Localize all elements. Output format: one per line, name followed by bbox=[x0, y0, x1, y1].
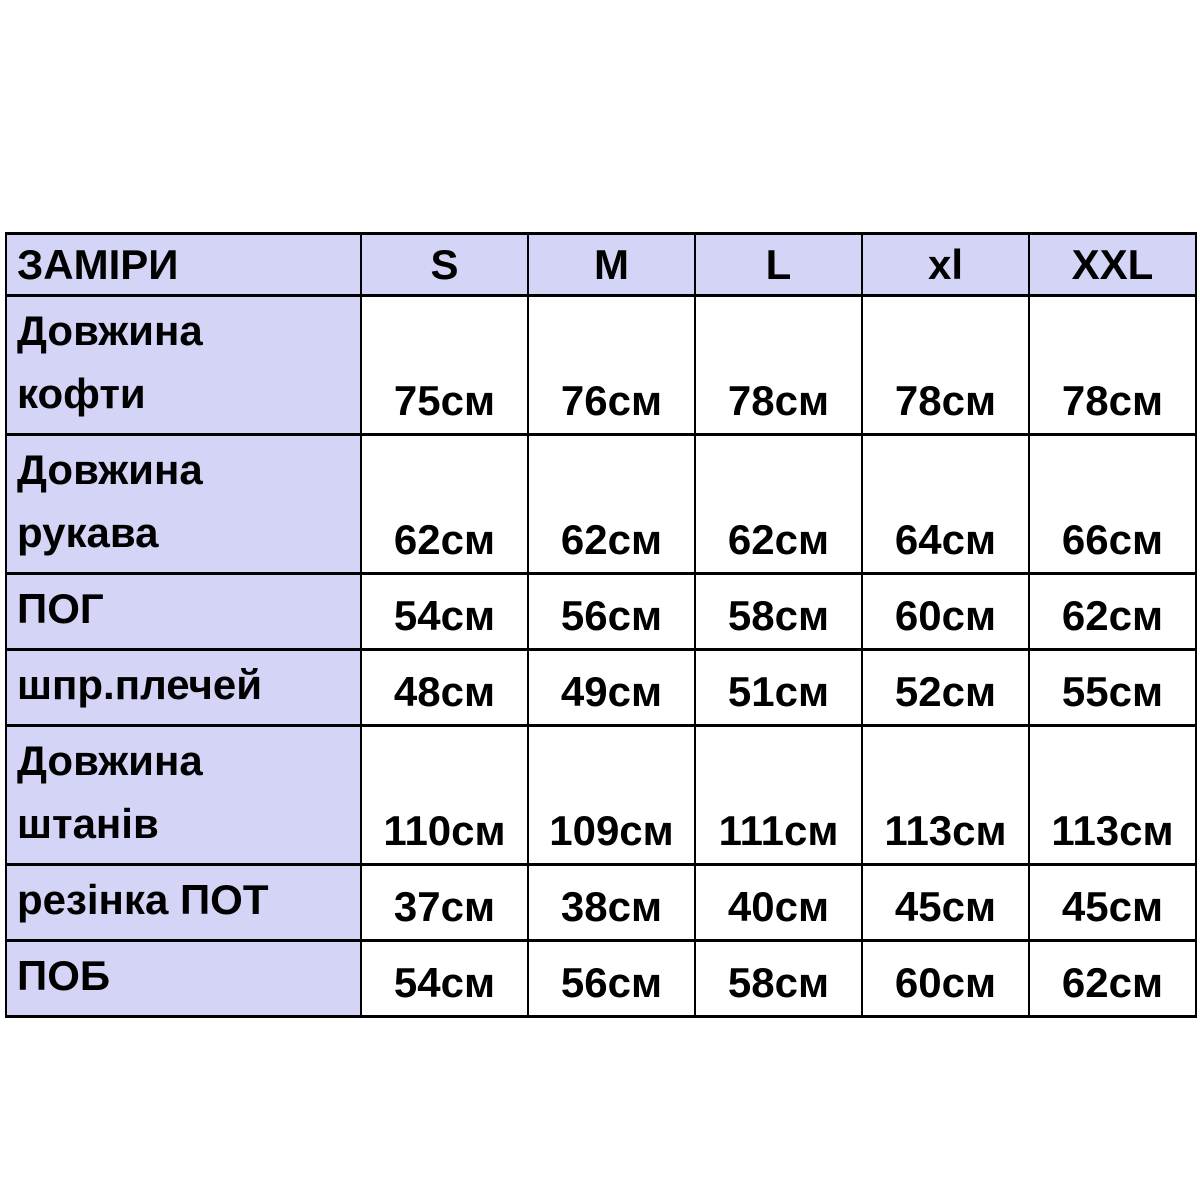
size-col-header-s: S bbox=[360, 232, 529, 297]
value-cell: 48см bbox=[360, 648, 529, 727]
value-cell: 45см bbox=[1028, 863, 1197, 942]
table-title-cell: ЗАМІРИ bbox=[5, 232, 362, 297]
value-cell: 45см bbox=[861, 863, 1030, 942]
value-cell: 51см bbox=[694, 648, 863, 727]
value-cell: 60см bbox=[861, 939, 1030, 1018]
value-cell: 58см bbox=[694, 939, 863, 1018]
size-col-header-m: M bbox=[527, 232, 696, 297]
size-col-header-xxl: XXL bbox=[1028, 232, 1197, 297]
value-cell: 113см bbox=[1028, 724, 1197, 866]
measurement-label: ПОГ bbox=[5, 572, 362, 651]
value-cell: 52см bbox=[861, 648, 1030, 727]
measurement-label: шпр.плечей bbox=[5, 648, 362, 727]
size-chart-table: ЗАМІРИ S M L xl XXL Довжина кофти 75см 7… bbox=[5, 232, 1197, 1018]
value-cell: 54см bbox=[360, 572, 529, 651]
value-cell: 60см bbox=[861, 572, 1030, 651]
value-cell: 62см bbox=[360, 433, 529, 575]
table-row-pog: ПОГ 54см 56см 58см 60см 62см bbox=[5, 572, 1197, 651]
header-row: ЗАМІРИ S M L xl XXL bbox=[5, 232, 1197, 297]
table-row-waistband: резінка ПОТ 37см 38см 40см 45см 45см bbox=[5, 863, 1197, 942]
value-cell: 37см bbox=[360, 863, 529, 942]
table-row-sweater-length: Довжина кофти 75см 76см 78см 78см 78см bbox=[5, 294, 1197, 436]
value-cell: 40см bbox=[694, 863, 863, 942]
value-cell: 78см bbox=[1028, 294, 1197, 436]
value-cell: 113см bbox=[861, 724, 1030, 866]
value-cell: 64см bbox=[861, 433, 1030, 575]
measurement-label: Довжина штанів bbox=[5, 724, 362, 866]
size-col-header-l: L bbox=[694, 232, 863, 297]
value-cell: 54см bbox=[360, 939, 529, 1018]
value-cell: 56см bbox=[527, 572, 696, 651]
value-cell: 62см bbox=[1028, 939, 1197, 1018]
value-cell: 110см bbox=[360, 724, 529, 866]
value-cell: 38см bbox=[527, 863, 696, 942]
value-cell: 62см bbox=[527, 433, 696, 575]
value-cell: 75см bbox=[360, 294, 529, 436]
value-cell: 76см bbox=[527, 294, 696, 436]
value-cell: 55см bbox=[1028, 648, 1197, 727]
table-row-shoulder-width: шпр.плечей 48см 49см 51см 52см 55см bbox=[5, 648, 1197, 727]
table-row-pob: ПОБ 54см 56см 58см 60см 62см bbox=[5, 939, 1197, 1018]
value-cell: 56см bbox=[527, 939, 696, 1018]
value-cell: 62см bbox=[694, 433, 863, 575]
size-col-header-xl: xl bbox=[861, 232, 1030, 297]
value-cell: 58см bbox=[694, 572, 863, 651]
value-cell: 109см bbox=[527, 724, 696, 866]
measurement-label: Довжина рукава bbox=[5, 433, 362, 575]
value-cell: 66см bbox=[1028, 433, 1197, 575]
table-row-sleeve-length: Довжина рукава 62см 62см 62см 64см 66см bbox=[5, 433, 1197, 575]
value-cell: 62см bbox=[1028, 572, 1197, 651]
value-cell: 78см bbox=[694, 294, 863, 436]
table-row-pants-length: Довжина штанів 110см 109см 111см 113см 1… bbox=[5, 724, 1197, 866]
value-cell: 78см bbox=[861, 294, 1030, 436]
value-cell: 111см bbox=[694, 724, 863, 866]
measurement-label: резінка ПОТ bbox=[5, 863, 362, 942]
value-cell: 49см bbox=[527, 648, 696, 727]
measurement-label: ПОБ bbox=[5, 939, 362, 1018]
measurement-label: Довжина кофти bbox=[5, 294, 362, 436]
